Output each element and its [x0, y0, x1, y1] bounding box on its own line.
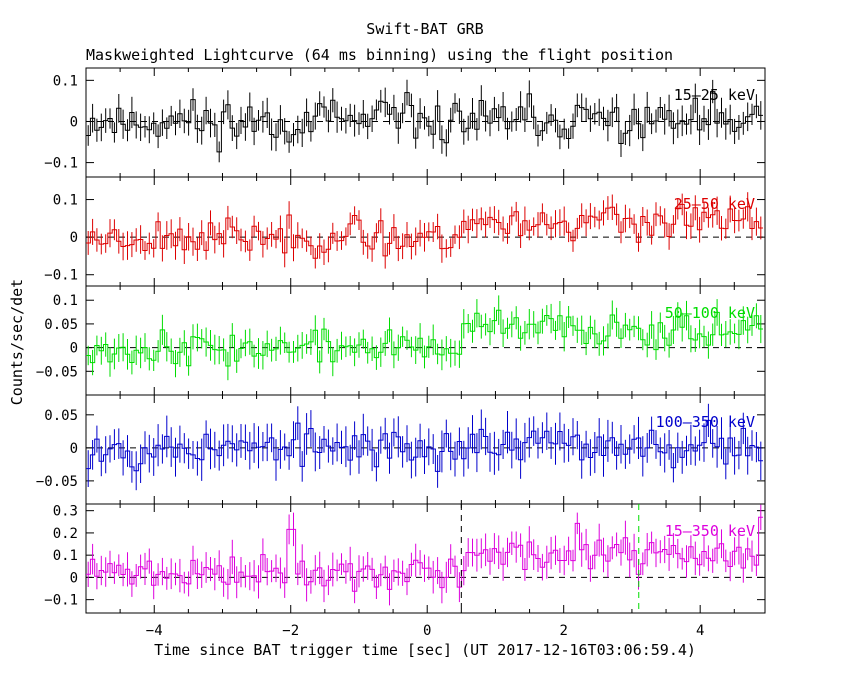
series-line: [86, 91, 763, 153]
panel-0: −0.1 0 0.1 15–25 keV: [44, 67, 766, 178]
band-label: 25–50 keV: [674, 195, 755, 213]
y-tick-label: −0.1: [44, 268, 78, 284]
chart-subtitle: Maskweighted Lightcurve (64 ms binning) …: [86, 46, 673, 64]
y-tick-label: 0: [70, 114, 78, 130]
x-axis-label: Time since BAT trigger time [sec] (UT 20…: [154, 641, 696, 659]
y-tick-label: 0.1: [53, 73, 78, 89]
error-bars: [87, 192, 762, 269]
panel-4: −0.1 0 0.1 0.2 0.3 15–350 keV: [44, 503, 766, 614]
error-bars: [87, 295, 762, 381]
y-tick-label: 0.2: [53, 526, 78, 542]
y-tick-label: −0.05: [36, 474, 78, 490]
band-label: 15–350 keV: [665, 522, 755, 540]
panel-frame: [85, 394, 766, 505]
y-tick-label: 0.3: [53, 504, 78, 520]
series-line: [86, 516, 763, 592]
panel-1: −0.1 0 0.1 25–50 keV: [44, 176, 766, 287]
band-label: 50–100 keV: [665, 304, 755, 322]
panel-frame: [85, 176, 766, 287]
series-line: [86, 203, 763, 259]
series-line: [86, 309, 763, 367]
band-label: 15–25 keV: [674, 86, 755, 104]
x-tick-label: 2: [559, 623, 567, 639]
y-tick-label: 0: [70, 441, 78, 457]
y-tick-label: 0: [70, 341, 78, 357]
y-tick-label: 0.1: [53, 293, 78, 309]
x-tick-label: 0: [423, 623, 431, 639]
series-line: [86, 419, 763, 472]
panel-2: −0.05 0 0.05 0.1 50–100 keV: [36, 285, 766, 396]
y-tick-label: 0.1: [53, 193, 78, 209]
y-tick-label: −0.1: [44, 156, 78, 172]
y-tick-label: 0.1: [53, 548, 78, 564]
y-tick-label: −0.05: [36, 364, 78, 380]
error-bars: [87, 504, 762, 606]
panels-group: −0.1 0 0.1 15–25 keV −0.1 0 0.1 25–50 keV −0.05 0…: [36, 67, 766, 639]
panel-frame: [85, 285, 766, 396]
y-tick-label: 0.05: [44, 408, 78, 424]
x-tick-label: −2: [282, 623, 299, 639]
band-label: 100–350 keV: [656, 413, 755, 431]
x-tick-label: −4: [146, 623, 163, 639]
y-tick-label: 0.05: [44, 317, 78, 333]
panel-frame: [85, 503, 766, 614]
chart-title: Swift-BAT GRB: [366, 20, 483, 38]
y-axis-label: Counts/sec/det: [8, 279, 26, 405]
y-tick-label: 0: [70, 570, 78, 586]
y-tick-label: −0.1: [44, 593, 78, 609]
y-tick-label: 0: [70, 230, 78, 246]
x-tick-label: 4: [696, 623, 704, 639]
panel-3: −0.05 0 0.05 100–350 keV: [36, 394, 766, 505]
